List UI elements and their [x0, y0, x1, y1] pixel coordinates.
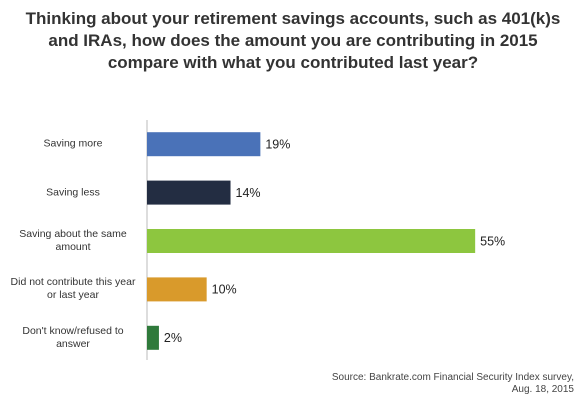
bar — [147, 132, 261, 157]
bar — [147, 325, 159, 350]
bar — [147, 277, 207, 302]
category-label: Don't know/refused to answer — [22, 324, 124, 350]
source-note: Source: Bankrate.com Financial Security … — [331, 372, 574, 395]
value-label: 10% — [212, 283, 237, 297]
value-label: 14% — [236, 186, 261, 200]
chart-title: Thinking about your retirement savings a… — [25, 9, 561, 72]
category-label: Did not contribute this year or last yea… — [10, 276, 136, 302]
category-label: Saving about the same amount — [19, 228, 127, 253]
value-label: 55% — [480, 234, 505, 248]
value-label: 19% — [265, 137, 290, 151]
bar — [147, 229, 476, 253]
category-label: Saving less — [46, 186, 100, 199]
bar — [147, 180, 231, 205]
category-label: Saving more — [43, 137, 103, 150]
value-label: 2% — [164, 331, 182, 345]
